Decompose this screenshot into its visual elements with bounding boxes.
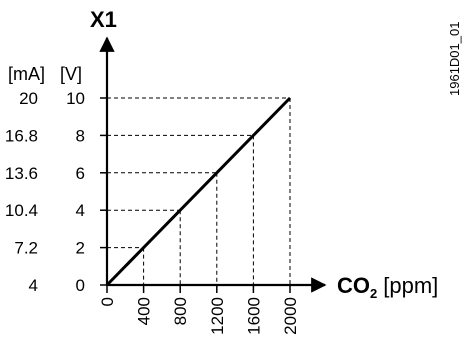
x-tick-label-4: 1600 (244, 297, 263, 335)
x-axis-label: CO2 [ppm] (337, 273, 438, 301)
y-tick-label-ma-3: 13.6 (5, 164, 38, 183)
x-axis-label-unit: [ppm] (383, 273, 438, 298)
chart-title: X1 (90, 7, 117, 32)
y-unit-v: [V] (60, 64, 82, 84)
guide-lines (107, 97, 291, 285)
x-tick-label-5: 2000 (281, 297, 300, 335)
x-axis-ticks: 0 400 800 1200 1600 2000 (98, 285, 300, 335)
y-tick-label-ma-5: 20 (19, 89, 38, 108)
series-layer (105, 96, 292, 287)
x-axis-label-subscript: 2 (370, 286, 377, 301)
y-tick-label-v-2: 4 (76, 201, 85, 220)
series-line-0 (105, 96, 292, 287)
figure-id: 1961D01_01 (447, 22, 462, 96)
y-axis-ticks: 0 4 2 7.2 4 10.4 6 13.6 8 16.8 10 20 (5, 89, 107, 295)
y-tick-label-ma-1: 7.2 (14, 239, 38, 258)
y-tick-label-v-1: 2 (76, 239, 85, 258)
x-tick-label-3: 1200 (208, 297, 227, 335)
x-axis-label-main: CO (337, 273, 370, 298)
y-tick-label-ma-4: 16.8 (5, 126, 38, 145)
y-unit-ma: [mA] (8, 64, 45, 84)
y-tick-label-v-5: 10 (66, 89, 85, 108)
y-tick-label-v-0: 0 (76, 276, 85, 295)
y-tick-label-ma-2: 10.4 (5, 201, 38, 220)
x-tick-label-1: 400 (135, 297, 154, 325)
y-tick-label-ma-0: 4 (29, 276, 38, 295)
x-tick-label-0: 0 (98, 297, 117, 306)
y-tick-label-v-3: 6 (76, 164, 85, 183)
y-tick-label-v-4: 8 (76, 126, 85, 145)
x-tick-label-2: 800 (171, 297, 190, 325)
